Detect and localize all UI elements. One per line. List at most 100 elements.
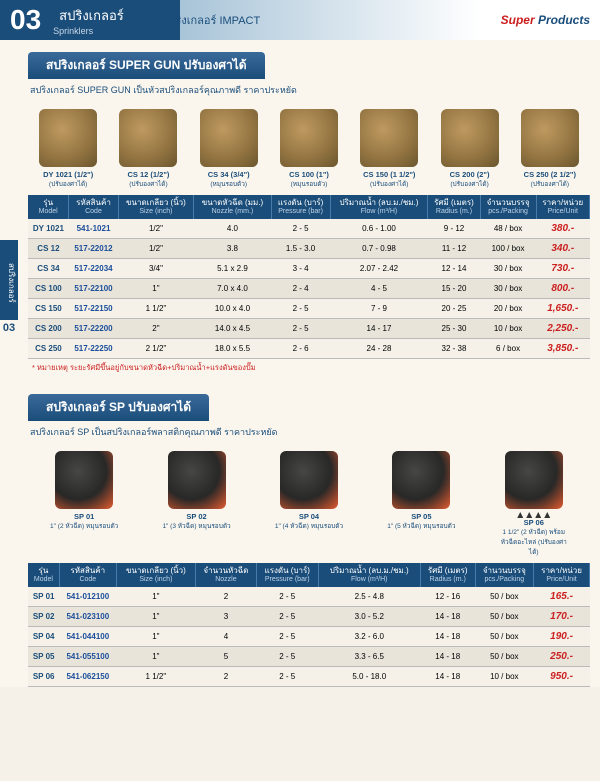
product-desc: (ปรับองศาได้): [113, 179, 183, 189]
product-name: CS 150 (1 1/2"): [354, 170, 424, 179]
chapter-title-thai: สปริงเกลอร์: [51, 5, 132, 26]
product-name: CS 12 (1/2"): [113, 170, 183, 179]
table-cell: 1 1/2": [118, 298, 194, 318]
brand-logo: Super Products: [501, 13, 600, 27]
product-desc: (หมุนรอบตัว): [274, 179, 344, 189]
column-header: รัศมี (เมตร)Radius (m.): [420, 563, 475, 587]
table-cell: 14 - 18: [420, 606, 475, 626]
table-cell: 10 / box: [480, 318, 536, 338]
table-row: SP 01541-0121001"22 - 52.5 - 4.812 - 165…: [28, 587, 590, 607]
table-cell: 50 / box: [475, 646, 534, 666]
table-cell: 3.3 - 6.5: [318, 646, 420, 666]
table-cell: 24 - 28: [330, 338, 428, 358]
product-desc: (ปรับองศาได้): [33, 179, 103, 189]
table-cell: 2 - 5: [271, 298, 330, 318]
table-cell: 190.-: [534, 626, 590, 646]
table-cell: 7.0 x 4.0: [194, 278, 271, 298]
logo-super: Super: [501, 13, 535, 27]
table-cell: 340.-: [536, 238, 589, 258]
table-cell: 2 - 6: [271, 338, 330, 358]
product-image: [39, 109, 97, 167]
table-cell: SP 05: [28, 646, 59, 666]
table-cell: 3.0 - 5.2: [318, 606, 420, 626]
column-header: รหัสสินค้าCode: [59, 563, 116, 587]
product-desc: 1" (2 หัวฉีด) หมุนรอบตัว: [49, 521, 119, 531]
table-row: CS 250517-222502 1/2"18.0 x 5.52 - 624 -…: [28, 338, 590, 358]
table-cell: 50 / box: [475, 626, 534, 646]
product-item: CS 250 (2 1/2")(ปรับองศาได้): [515, 109, 585, 189]
product-image: [55, 451, 113, 509]
table-cell: 170.-: [534, 606, 590, 626]
side-tab: สปริงเกลอร์: [0, 240, 18, 320]
product-strip-2: SP 011" (2 หัวฉีด) หมุนรอบตัวSP 021" (3 …: [28, 447, 590, 563]
table-cell: 2,250.-: [536, 318, 589, 338]
column-header: รหัสสินค้าCode: [69, 195, 118, 219]
table-cell: 12 - 14: [428, 258, 480, 278]
product-name: SP 06: [499, 518, 569, 527]
column-header: ขนาดหัวฉีด (มม.)Nozzle (mm.): [194, 195, 271, 219]
section-supergun: สปริงเกลอร์ SUPER GUN ปรับองศาได้ สปริงเ…: [28, 52, 590, 374]
table-cell: 517-22012: [69, 238, 118, 258]
product-desc: 1" (5 หัวฉีด) หมุนรอบตัว: [386, 521, 456, 531]
column-header: แรงดัน (บาร์)Pressure (bar): [256, 563, 318, 587]
product-item: SP 051" (5 หัวฉีด) หมุนรอบตัว: [386, 451, 456, 557]
table-cell: 2.5 - 4.8: [318, 587, 420, 607]
table-cell: 0.7 - 0.98: [330, 238, 428, 258]
table-cell: 9 - 12: [428, 219, 480, 239]
table-cell: 950.-: [534, 666, 590, 686]
table-cell: 517-22150: [69, 298, 118, 318]
table-cell: CS 150: [28, 298, 69, 318]
table-cell: 7 - 9: [330, 298, 428, 318]
table-cell: 100 / box: [480, 238, 536, 258]
product-desc: (ปรับองศาได้): [515, 179, 585, 189]
table-row: รุ่นModelรหัสสินค้าCodeขนาดเกลียว (นิ้ว)…: [28, 563, 590, 587]
table-cell: CS 100: [28, 278, 69, 298]
column-header: รัศมี (เมตร)Radius (m.): [428, 195, 480, 219]
table-cell: 1/2": [118, 238, 194, 258]
product-item: SP 021" (3 หัวฉีด) หมุนรอบตัว: [162, 451, 232, 557]
table-cell: 517-22034: [69, 258, 118, 278]
table-cell: 541-1021: [69, 219, 118, 239]
column-header: ขนาดเกลียว (นิ้ว)Size (inch): [118, 195, 194, 219]
table-cell: 2 - 5: [256, 666, 318, 686]
column-header: รุ่นModel: [28, 195, 69, 219]
table-cell: 1 1/2": [116, 666, 195, 686]
table-cell: 2 - 5: [256, 626, 318, 646]
table-cell: 1": [116, 606, 195, 626]
table-cell: 3/4": [118, 258, 194, 278]
table-row: SP 04541-0441001"42 - 53.2 - 6.014 - 185…: [28, 626, 590, 646]
table-cell: 5.1 x 2.9: [194, 258, 271, 278]
table-cell: 2 - 5: [256, 587, 318, 607]
column-header: ปริมาณน้ำ (ลบ.ม./ชม.)Flow (m³/H): [318, 563, 420, 587]
column-header: ราคา/หน่วยPrice/Unit: [536, 195, 589, 219]
table-row: DY 1021541-10211/2"4.02 - 50.6 - 1.009 -…: [28, 219, 590, 239]
table-cell: SP 04: [28, 626, 59, 646]
table-cell: 1": [116, 626, 195, 646]
footnote: * หมายเหตุ ระยะรัศมีขึ้นอยู่กับขนาดหัวฉี…: [28, 359, 590, 374]
table-cell: 541-062150: [59, 666, 116, 686]
table-cell: DY 1021: [28, 219, 69, 239]
product-desc: (ปรับองศาได้): [354, 179, 424, 189]
table-row: CS 150517-221501 1/2"10.0 x 4.02 - 57 - …: [28, 298, 590, 318]
product-item: CS 200 (2")(ปรับองศาได้): [435, 109, 505, 189]
table-cell: 14 - 17: [330, 318, 428, 338]
table-cell: 1": [116, 587, 195, 607]
product-item: CS 100 (1")(หมุนรอบตัว): [274, 109, 344, 189]
table-cell: 517-22100: [69, 278, 118, 298]
product-image: [521, 109, 579, 167]
table-cell: 14 - 18: [420, 626, 475, 646]
product-strip-1: DY 1021 (1/2")(ปรับองศาได้)CS 12 (1/2")(…: [28, 105, 590, 195]
table-cell: 32 - 38: [428, 338, 480, 358]
table-cell: 541-012100: [59, 587, 116, 607]
product-name: CS 34 (3/4"): [194, 170, 264, 179]
product-image: [119, 109, 177, 167]
table-row: CS 100517-221001"7.0 x 4.02 - 44 - 515 -…: [28, 278, 590, 298]
table-cell: 0.6 - 1.00: [330, 219, 428, 239]
table-cell: CS 250: [28, 338, 69, 358]
section1-sub: สปริงเกลอร์ SUPER GUN เป็นหัวสปริงเกลอร์…: [28, 79, 590, 105]
section2-sub: สปริงเกลอร์ SP เป็นสปริงเกลอร์พลาสติกคุณ…: [28, 421, 590, 447]
product-image: [280, 451, 338, 509]
chapter-subtitle: สปริงเกลอร์ IMPACT: [132, 11, 260, 29]
table-cell: 11 - 12: [428, 238, 480, 258]
table-cell: CS 34: [28, 258, 69, 278]
